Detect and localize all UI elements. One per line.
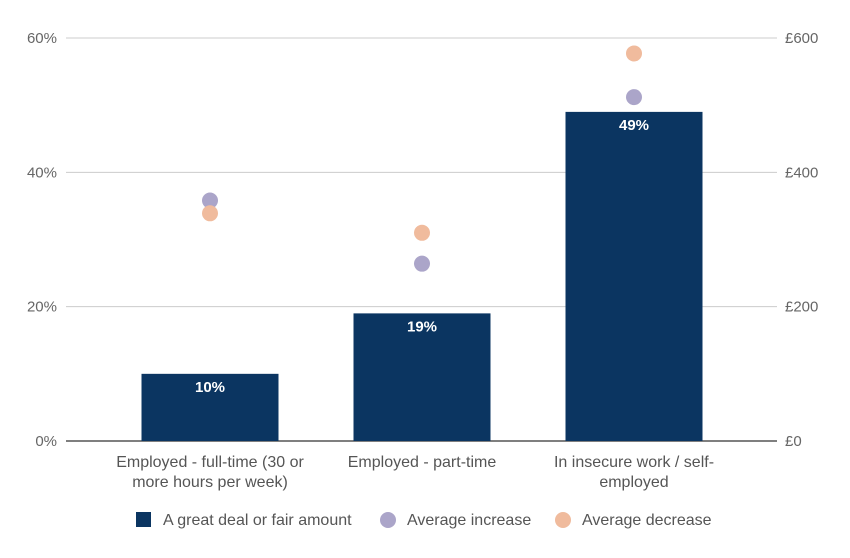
legend-swatch (136, 512, 151, 527)
bar-data-label: 19% (407, 318, 437, 335)
bar-data-label: 10% (195, 379, 225, 396)
right-tick-label: £200 (785, 299, 818, 316)
category-label: employed (599, 474, 668, 491)
bar-series: 10% 19% 49% (141, 111, 703, 441)
left-tick-label: 60% (27, 30, 57, 47)
scatter-point (202, 192, 218, 209)
scatter-point (626, 45, 642, 62)
scatter-point (202, 205, 218, 222)
legend-swatch (380, 512, 396, 528)
left-tick-label: 20% (27, 299, 57, 316)
right-tick-label: £400 (785, 164, 818, 181)
category-label: more hours per week) (132, 474, 288, 491)
right-tick-label: £600 (785, 30, 818, 47)
bar (565, 111, 703, 441)
category-label: Employed - full-time (30 or (116, 454, 304, 471)
scatter-point (626, 89, 642, 106)
left-tick-label: 0% (35, 433, 57, 450)
scatter-point (414, 224, 430, 241)
legend: A great deal or fair amount Average incre… (136, 512, 712, 529)
right-axis: £0 £200 £400 £600 (785, 30, 818, 450)
category-label: In insecure work / self- (554, 454, 714, 471)
bar-data-label: 49% (619, 117, 649, 134)
category-axis: Employed - full-time (30 or more hours pe… (116, 454, 714, 491)
scatter-point (414, 255, 430, 272)
right-tick-label: £0 (785, 433, 802, 450)
left-tick-label: 40% (27, 164, 57, 181)
bar (141, 373, 279, 441)
category-label: Employed - part-time (348, 454, 497, 471)
bar (353, 313, 491, 441)
legend-swatch (555, 512, 571, 528)
legend-label: A great deal or fair amount (163, 512, 352, 529)
scatter-series (202, 45, 642, 272)
left-axis: 0% 20% 40% 60% (27, 30, 57, 450)
legend-label: Average decrease (582, 512, 712, 529)
legend-label: Average increase (407, 512, 531, 529)
